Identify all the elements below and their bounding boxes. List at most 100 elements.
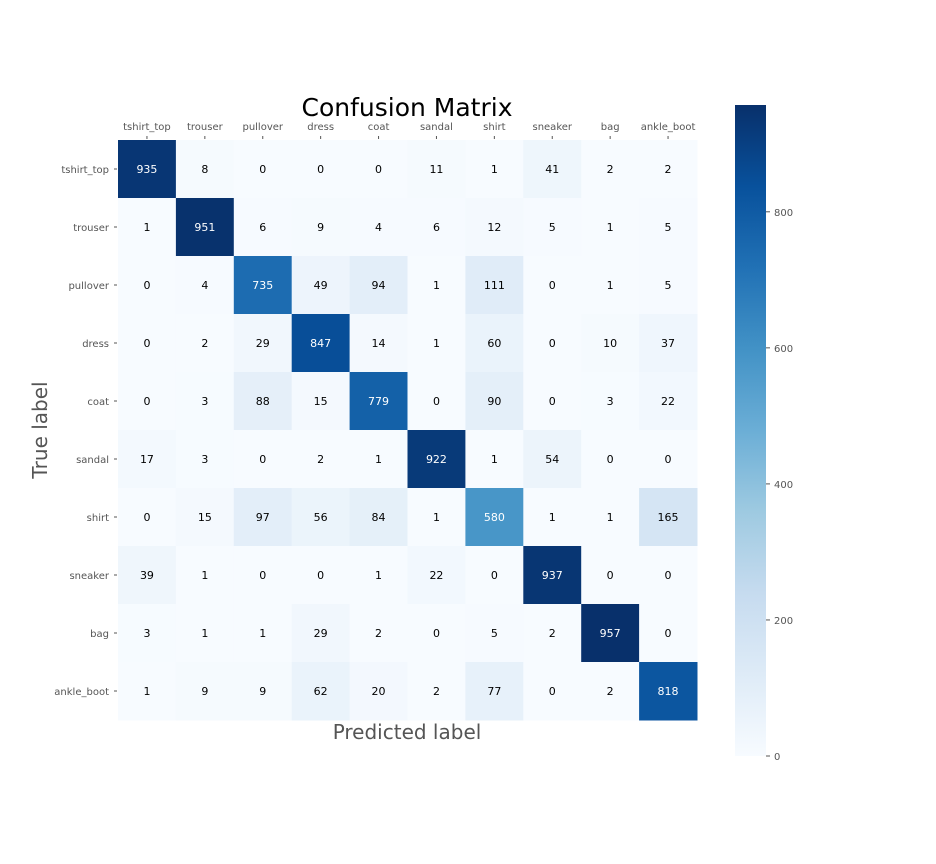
heatmap-cell-sandal-pullover	[233, 430, 293, 489]
cell-value-label: 15	[314, 395, 328, 408]
heatmap-cell-tshirt-top-shirt	[465, 140, 524, 199]
cell-value-label: 0	[259, 569, 266, 582]
cell-value-label: 60	[487, 337, 501, 350]
heatmap-cell-sandal-sneaker	[523, 430, 582, 489]
heatmap-cell-pullover-trouser	[175, 256, 235, 315]
cell-value-label: 0	[259, 453, 266, 466]
cell-value-label: 39	[140, 569, 154, 582]
cell-value-label: 1	[201, 569, 208, 582]
y-tick-label: trouser	[73, 223, 110, 234]
cell-value-label: 2	[607, 685, 614, 698]
cell-value-label: 11	[429, 163, 443, 176]
y-tick-label: shirt	[87, 513, 109, 524]
cell-value-label: 4	[201, 279, 208, 292]
heatmap-cell-tshirt-top-sandal	[407, 140, 466, 199]
cell-value-label: 0	[259, 163, 266, 176]
heatmap-cell-dress-trouser	[175, 314, 235, 373]
x-tick-label: sandal	[420, 122, 453, 133]
heatmap-cell-trouser-trouser	[175, 198, 235, 257]
heatmap-cell-pullover-shirt	[465, 256, 524, 315]
cell-value-label: 0	[143, 511, 150, 524]
heatmap-cell-pullover-sandal	[407, 256, 466, 315]
cell-value-label: 2	[317, 453, 324, 466]
cell-value-label: 1	[491, 453, 498, 466]
cell-value-label: 1	[433, 279, 440, 292]
heatmap-cell-ankle-boot-bag	[581, 662, 640, 721]
cell-value-label: 847	[310, 337, 331, 350]
heatmap-cell-ankle-boot-sneaker	[523, 662, 582, 721]
cell-value-label: 0	[317, 569, 324, 582]
heatmap-cell-bag-bag	[581, 604, 640, 663]
heatmap-cell-shirt-ankle-boot	[639, 488, 698, 547]
y-tick-label: dress	[82, 339, 109, 350]
cell-value-label: 1	[143, 221, 150, 234]
cell-value-label: 1	[607, 221, 614, 234]
cell-value-label: 165	[658, 511, 679, 524]
cell-value-label: 90	[487, 395, 501, 408]
cell-value-label: 735	[252, 279, 273, 292]
heatmap-cell-ankle-boot-trouser	[175, 662, 235, 721]
cell-value-label: 0	[375, 163, 382, 176]
cell-value-label: 22	[429, 569, 443, 582]
heatmap-cell-coat-coat	[349, 372, 408, 431]
cell-value-label: 0	[143, 279, 150, 292]
heatmap-cell-dress-coat	[349, 314, 408, 373]
cell-value-label: 29	[256, 337, 270, 350]
heatmap-cell-coat-trouser	[175, 372, 235, 431]
x-tick-label: tshirt_top	[123, 122, 171, 133]
cell-value-label: 37	[661, 337, 675, 350]
cell-value-label: 54	[545, 453, 559, 466]
heatmap-cell-sneaker-ankle-boot	[639, 546, 698, 605]
cell-value-label: 3	[201, 395, 208, 408]
cell-value-label: 0	[549, 395, 556, 408]
cell-value-label: 20	[372, 685, 386, 698]
cell-value-label: 2	[607, 163, 614, 176]
x-tick-label: bag	[601, 122, 620, 133]
heatmap-cell-dress-bag	[581, 314, 640, 373]
heatmap-cell-trouser-sandal	[407, 198, 466, 257]
heatmap-cell-bag-dress	[291, 604, 351, 663]
heatmap-cell-bag-sneaker	[523, 604, 582, 663]
heatmap-cell-ankle-boot-sandal	[407, 662, 466, 721]
heatmap-cell-bag-ankle-boot	[639, 604, 698, 663]
heatmap-cell-tshirt-top-ankle-boot	[639, 140, 698, 199]
cell-value-label: 1	[607, 511, 614, 524]
heatmap-cell-trouser-sneaker	[523, 198, 582, 257]
y-tick-label: sneaker	[69, 571, 109, 582]
colorbar-tick-label: 800	[774, 208, 793, 219]
cell-value-label: 29	[314, 627, 328, 640]
y-tick-label: bag	[90, 629, 109, 640]
heatmap-cell-trouser-bag	[581, 198, 640, 257]
cell-value-label: 6	[433, 221, 440, 234]
cell-value-label: 0	[549, 279, 556, 292]
cell-value-label: 6	[259, 221, 266, 234]
y-tick-label: tshirt_top	[61, 165, 109, 176]
cell-value-label: 5	[549, 221, 556, 234]
cell-value-label: 0	[607, 453, 614, 466]
cell-value-label: 8	[201, 163, 208, 176]
x-axis-ticks: tshirt_top trouser pullover dress coat sandal…	[123, 122, 695, 139]
heatmap-cell-sneaker-tshirt-top	[118, 546, 177, 605]
heatmap-cell-coat-tshirt-top	[118, 372, 177, 431]
colorbar-tick-label: 600	[774, 344, 793, 355]
colorbar-ticks: 0 200 400 600 800	[766, 208, 793, 763]
cell-value-label: 1	[433, 337, 440, 350]
heatmap-cell-sneaker-sneaker	[523, 546, 582, 605]
cell-value-label: 1	[491, 163, 498, 176]
y-tick-label: ankle_boot	[54, 687, 109, 698]
cell-value-label: 2	[665, 163, 672, 176]
heatmap-cell-coat-pullover	[233, 372, 293, 431]
heatmap-cell-bag-shirt	[465, 604, 524, 663]
heatmap-cell-tshirt-top-bag	[581, 140, 640, 199]
heatmap-cell-sneaker-bag	[581, 546, 640, 605]
cell-value-label: 22	[661, 395, 675, 408]
cell-value-label: 4	[375, 221, 382, 234]
heatmap-cell-coat-ankle-boot	[639, 372, 698, 431]
heatmap-cell-trouser-coat	[349, 198, 408, 257]
heatmap-cell-tshirt-top-coat	[349, 140, 408, 199]
heatmap-cell-trouser-shirt	[465, 198, 524, 257]
cell-value-label: 818	[658, 685, 679, 698]
heatmap-cell-trouser-ankle-boot	[639, 198, 698, 257]
